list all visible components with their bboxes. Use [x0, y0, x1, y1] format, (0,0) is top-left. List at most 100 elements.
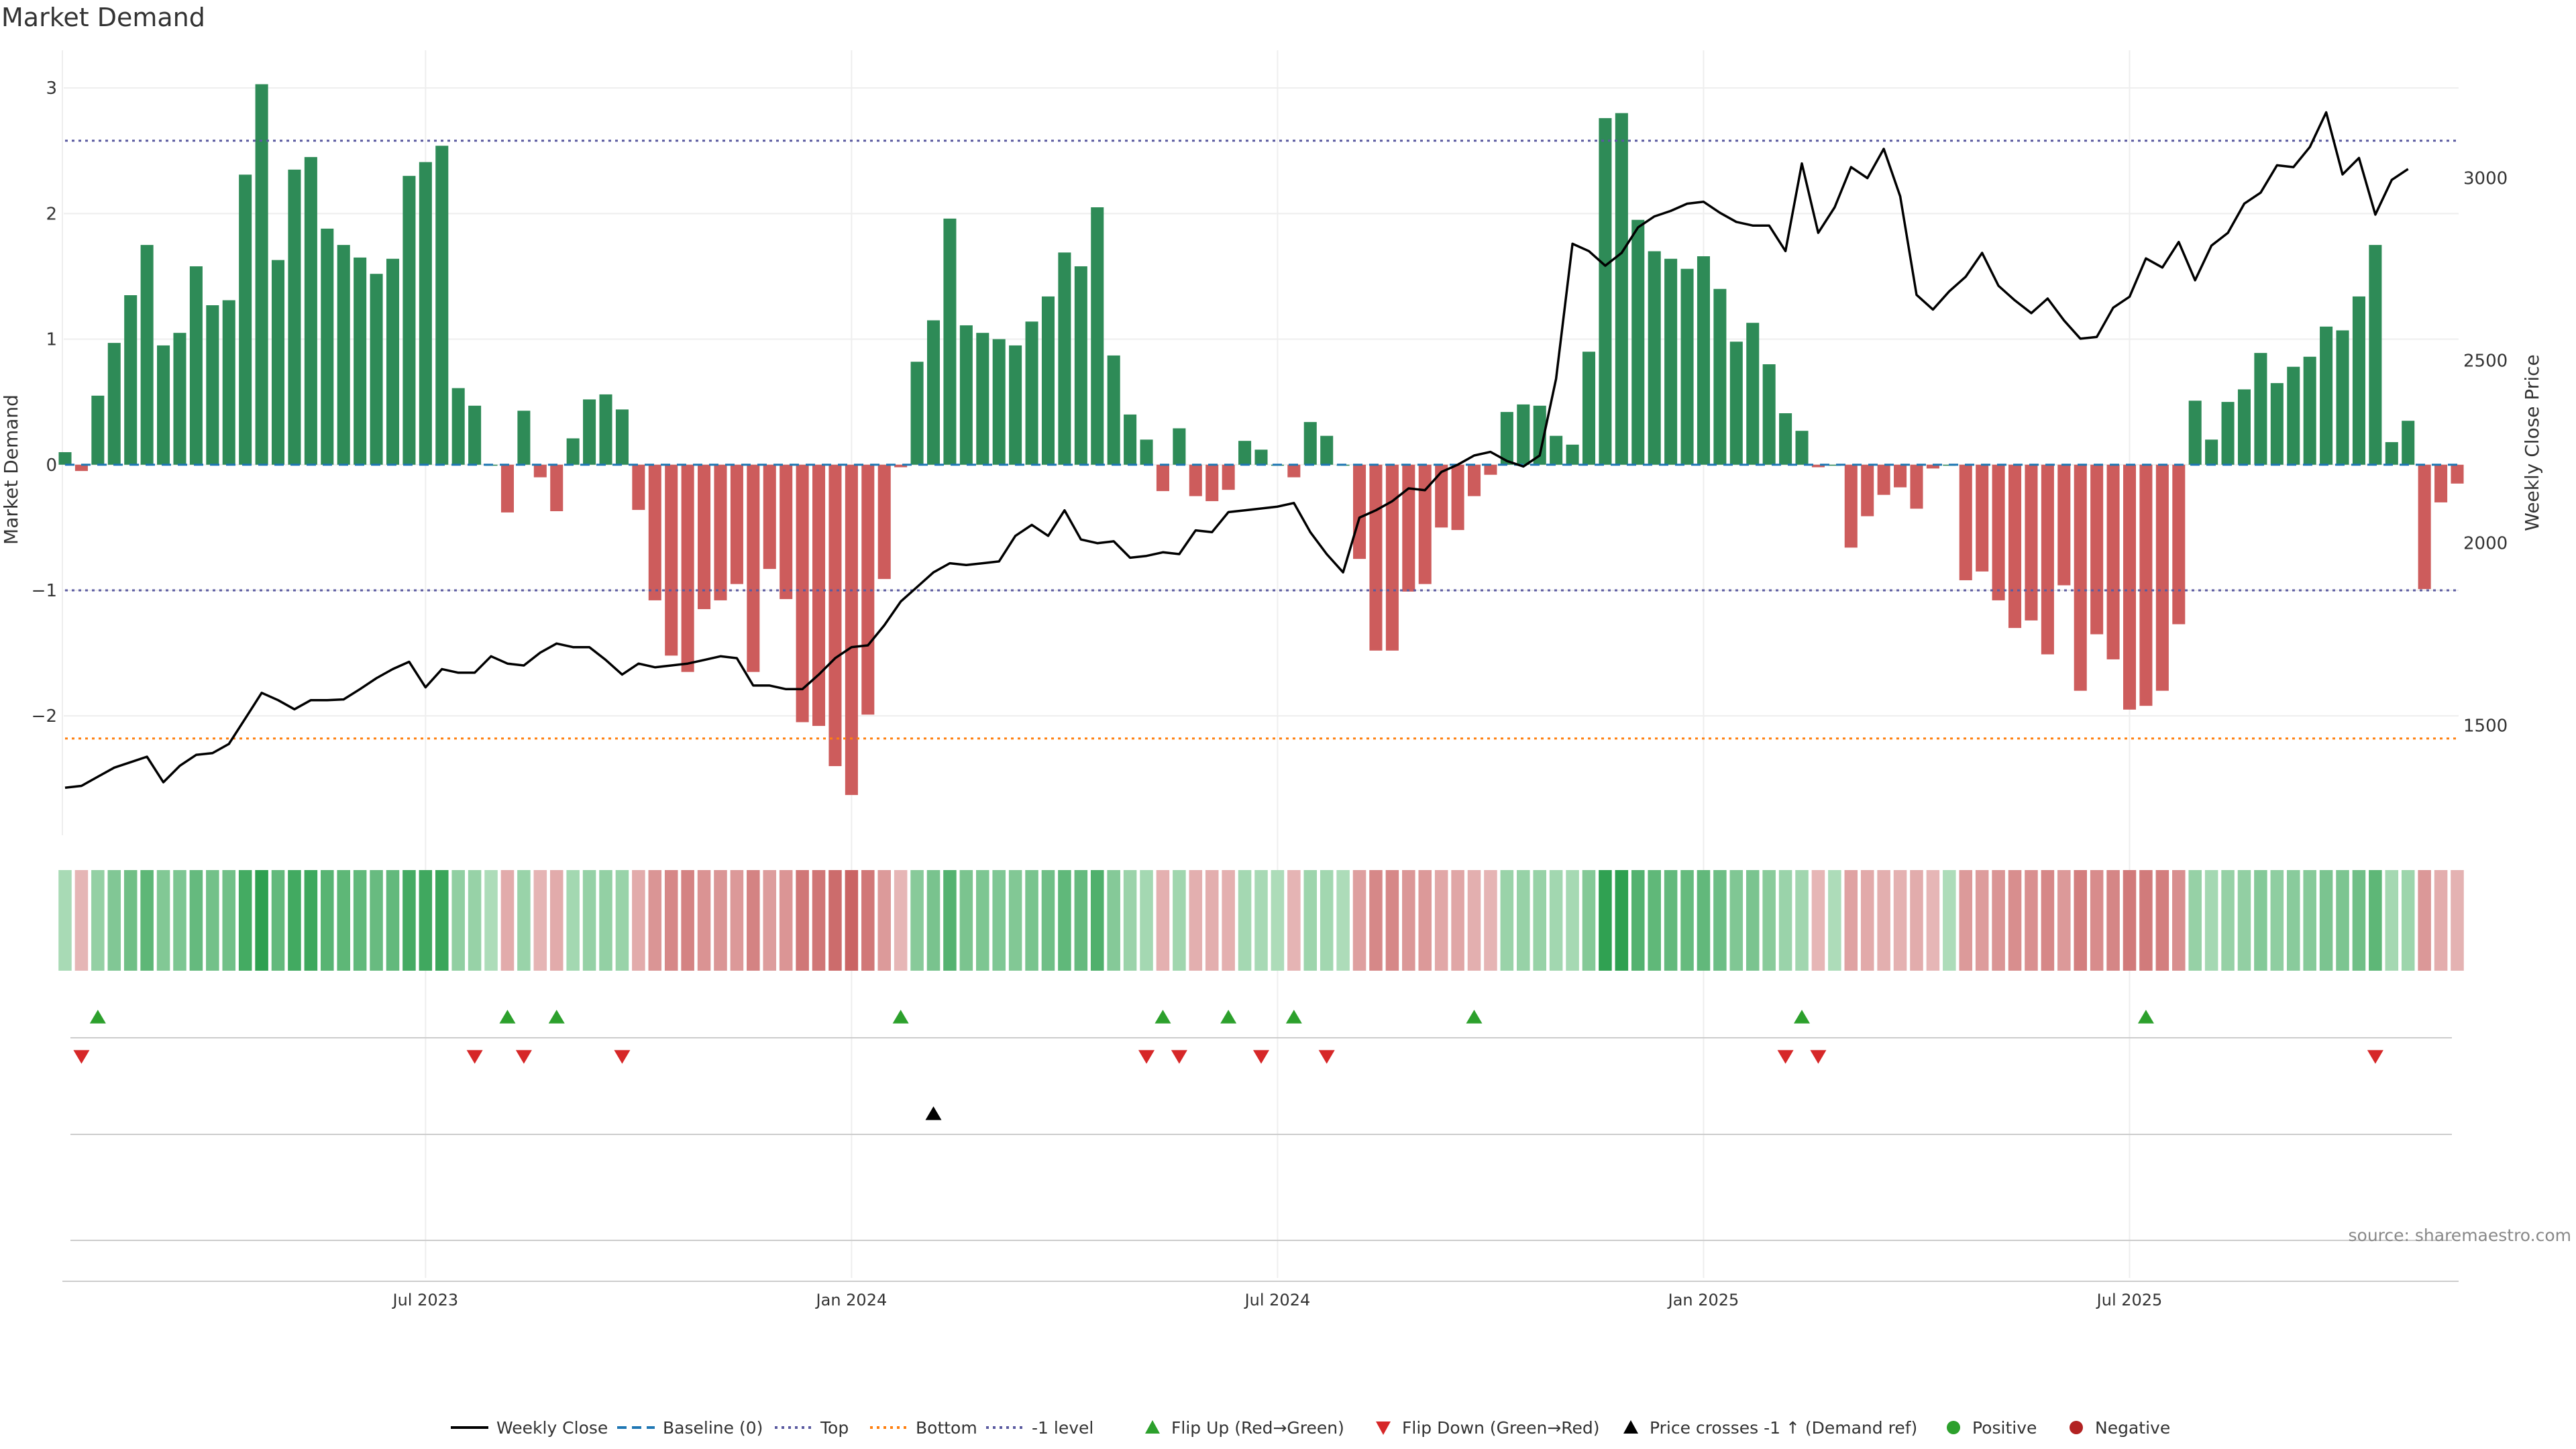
demand-bar [648, 464, 661, 600]
demand-bar [1091, 207, 1104, 465]
strip-cell [304, 870, 318, 971]
strip-cell [1222, 870, 1235, 971]
demand-bar [1631, 219, 1645, 465]
demand-bar [2418, 464, 2431, 590]
flip-up-marker [1794, 1010, 1811, 1024]
legend-label: Negative [2095, 1418, 2170, 1438]
strip-cell [1778, 870, 1792, 971]
demand-bar [2074, 464, 2087, 691]
strip-cell [1828, 870, 1841, 971]
legend-item: Flip Down (Green→Red) [1376, 1418, 1600, 1438]
strip-cell [566, 870, 580, 971]
demand-bar [681, 464, 694, 672]
strip-cell [107, 870, 121, 971]
strip-cell [2237, 870, 2251, 971]
strip-cell [435, 870, 449, 971]
strip-cell [1500, 870, 1514, 971]
strip-cell [2319, 870, 2333, 971]
strip-cell [1336, 870, 1350, 971]
strip-cell [1926, 870, 1940, 971]
strip-cell [1238, 870, 1252, 971]
demand-bar [2106, 464, 2120, 659]
demand-bar [1418, 464, 1432, 584]
demand-bar [435, 146, 449, 465]
strip-cell [2123, 870, 2137, 971]
demand-bar [2451, 464, 2464, 484]
legend-label: Weekly Close [496, 1418, 608, 1438]
strip-cell [1303, 870, 1318, 971]
demand-bar [780, 464, 793, 600]
y-tick-left: −1 [32, 581, 57, 601]
demand-bar [1140, 439, 1153, 465]
strip-cell [1123, 870, 1137, 971]
demand-bar [419, 162, 432, 465]
strip-cell [1189, 870, 1203, 971]
demand-bar [74, 464, 88, 472]
strip-cell [1074, 870, 1088, 971]
demand-bar [2041, 464, 2054, 655]
x-tick-label: Jan 2024 [815, 1291, 888, 1309]
demand-bar [354, 257, 367, 465]
demand-bar [1976, 464, 1989, 572]
demand-bar [1811, 464, 1825, 468]
demand-bar [1926, 464, 1939, 469]
demand-bar [451, 388, 465, 465]
flip-down-marker [515, 1050, 532, 1064]
demand-bar [1762, 364, 1776, 465]
reference-lines [65, 140, 2457, 740]
x-tick-label: Jan 2025 [1667, 1291, 1739, 1309]
demand-bar [140, 245, 154, 465]
legend-label: Baseline (0) [663, 1418, 763, 1438]
demand-bar [1729, 341, 1743, 465]
strip-cell [1533, 870, 1546, 971]
demand-bar [2352, 296, 2365, 465]
flip-down-marker [2367, 1050, 2383, 1064]
demand-bar [2090, 464, 2104, 635]
strip-cell [1418, 870, 1432, 971]
strip-cell [1844, 870, 1858, 971]
demand-bar [1287, 464, 1301, 478]
y-tick-left: 3 [46, 78, 57, 99]
strip-cell [484, 870, 498, 971]
strip-cell [1287, 870, 1301, 971]
flip-down-marker [614, 1050, 631, 1064]
demand-bar [714, 464, 727, 600]
strip-cell [189, 870, 203, 971]
demand-bar [894, 464, 908, 468]
demand-bar [566, 438, 580, 465]
strip-cell [2369, 870, 2382, 971]
strip-cell [1385, 870, 1399, 971]
demand-bar [337, 245, 350, 465]
demand-bar [1861, 464, 1874, 517]
strip-cell [1369, 870, 1383, 971]
demand-bar [747, 464, 760, 672]
demand-bar [1680, 268, 1694, 465]
price-cross-marker [925, 1106, 942, 1120]
strip-cell [1975, 870, 1989, 971]
flip-down-marker [1138, 1050, 1155, 1064]
legend-item: Baseline (0) [617, 1418, 763, 1438]
demand-bar [861, 464, 875, 715]
legend-item: -1 level [986, 1418, 1093, 1438]
strip-cell [321, 870, 334, 971]
strip-cell [2286, 870, 2300, 971]
demand-bar [173, 333, 186, 465]
demand-bar [1058, 252, 1071, 465]
strip-cell [1893, 870, 1907, 971]
strip-cell [2074, 870, 2088, 971]
strip-cell [173, 870, 186, 971]
strip-cell [451, 870, 465, 971]
demand-bar [386, 258, 400, 465]
flip-down-marker [73, 1050, 90, 1064]
demand-bar [2123, 464, 2137, 710]
demand-bar [2057, 464, 2071, 586]
y-tick-right: 2000 [2463, 534, 2508, 554]
strip-cell [1402, 870, 1415, 971]
strip-cell [992, 870, 1006, 971]
strip-cell [599, 870, 612, 971]
strip-cell [91, 870, 105, 971]
strip-cell [517, 870, 531, 971]
demand-bar [1205, 464, 1219, 502]
legend-label: Flip Up (Red→Green) [1171, 1418, 1344, 1438]
flip-up-marker [892, 1010, 909, 1024]
